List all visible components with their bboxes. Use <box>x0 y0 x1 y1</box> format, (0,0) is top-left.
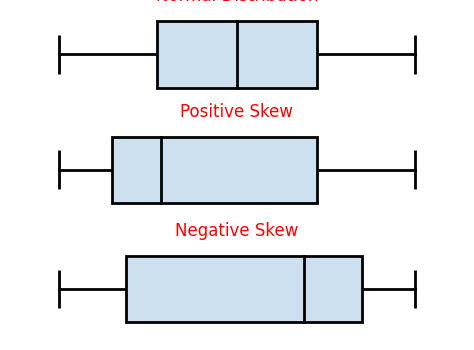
Bar <box>112 136 317 203</box>
Bar <box>157 21 317 88</box>
Text: Positive Skew: Positive Skew <box>181 103 293 121</box>
Bar <box>126 256 362 322</box>
Text: Negative Skew: Negative Skew <box>175 222 299 240</box>
Text: Normal Distribution: Normal Distribution <box>156 0 318 5</box>
